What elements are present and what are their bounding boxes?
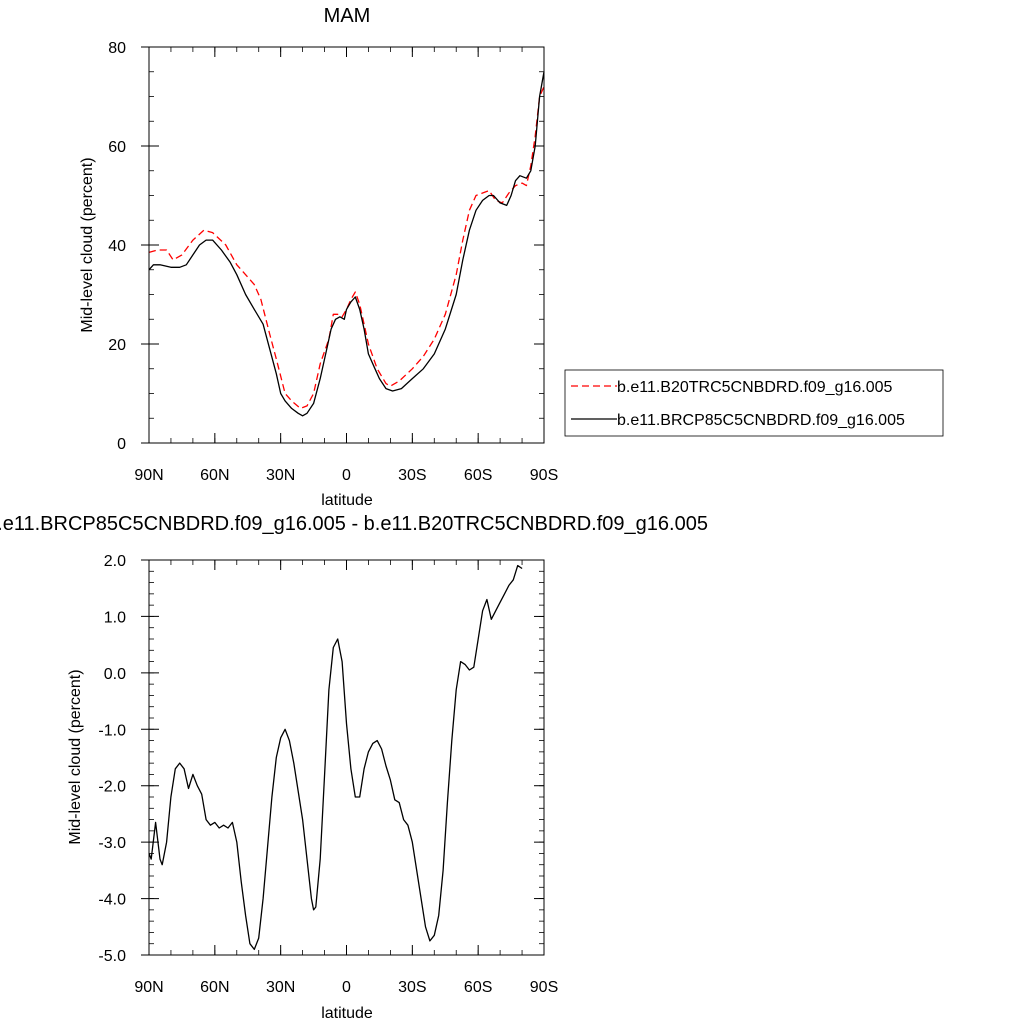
bottom-y-tick-label: -4.0 <box>98 892 126 909</box>
top-series-line-1 <box>148 86 545 410</box>
top-x-tick-label: 30N <box>266 467 295 484</box>
bottom-x-axis-label: latitude <box>321 1005 373 1022</box>
bottom-x-tick-label: 0 <box>342 979 351 996</box>
top-x-axis-label: latitude <box>321 492 373 509</box>
top-x-tick-label: 60S <box>464 467 492 484</box>
top-panel: MAM 90N 60N 30N 0 30S 60S 90S 0 20 40 60 80 latitud… <box>79 5 944 509</box>
bottom-y-tick-label: 2.0 <box>104 553 126 570</box>
bottom-chart-title: b.e11.BRCP85C5CNBDRD.f09_g16.005 - b.e11… <box>0 513 708 535</box>
top-plot-frame <box>148 46 545 444</box>
top-chart-title: MAM <box>324 5 371 27</box>
legend-label-series-2: b.e11.BRCP85C5CNBDRD.f09_g16.005 <box>617 412 905 429</box>
top-y-tick-label: 60 <box>108 139 126 156</box>
bottom-plot-frame <box>148 559 545 956</box>
bottom-y-tick-label: 1.0 <box>104 609 126 626</box>
top-x-tick-label: 90N <box>134 467 163 484</box>
top-y-tick-label: 40 <box>108 238 126 255</box>
top-x-tick-label: 30S <box>398 467 426 484</box>
bottom-x-tick-label: 60N <box>200 979 229 996</box>
bottom-y-tick-label: -1.0 <box>98 722 126 739</box>
bottom-series-line-1 <box>148 564 523 951</box>
bottom-y-tick-label: -2.0 <box>98 779 126 796</box>
top-y-axis-label: Mid-level cloud (percent) <box>79 157 96 332</box>
legend-box <box>564 369 944 437</box>
bottom-x-tick-label: 30S <box>398 979 426 996</box>
top-x-tick-label: 90S <box>530 467 558 484</box>
top-y-tick-label: 80 <box>108 40 126 57</box>
bottom-y-tick-label: 0.0 <box>104 666 126 683</box>
bottom-y-tick-label: -3.0 <box>98 835 126 852</box>
top-x-tick-label: 0 <box>342 467 351 484</box>
top-y-tick-label: 0 <box>117 436 126 453</box>
bottom-x-tick-label: 90S <box>530 979 558 996</box>
bottom-y-axis-label: Mid-level cloud (percent) <box>67 669 84 844</box>
bottom-x-tick-label: 90N <box>134 979 163 996</box>
top-series-line-2 <box>148 71 545 417</box>
top-y-tick-label: 20 <box>108 337 126 354</box>
bottom-x-tick-label: 30N <box>266 979 295 996</box>
bottom-x-tick-label: 60S <box>464 979 492 996</box>
legend-label-series-1: b.e11.B20TRC5CNBDRD.f09_g16.005 <box>617 379 893 396</box>
bottom-y-tick-label: -5.0 <box>98 948 126 965</box>
legend: b.e11.B20TRC5CNBDRD.f09_g16.005 b.e11.BR… <box>564 369 944 437</box>
top-x-tick-label: 60N <box>200 467 229 484</box>
bottom-panel: b.e11.BRCP85C5CNBDRD.f09_g16.005 - b.e11… <box>0 513 708 1022</box>
